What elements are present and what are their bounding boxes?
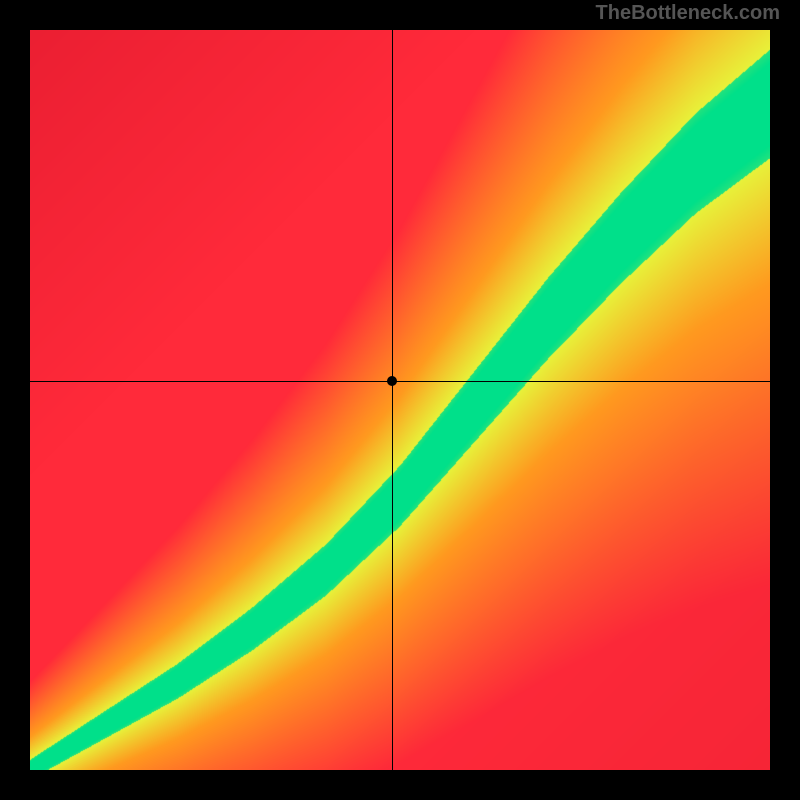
- plot-area: [30, 30, 770, 770]
- crosshair-horizontal: [30, 381, 770, 382]
- heatmap-canvas: [30, 30, 770, 770]
- crosshair-vertical: [392, 30, 393, 770]
- chart-container: { "watermark": { "text": "TheBottleneck.…: [0, 0, 800, 800]
- crosshair-marker: [387, 376, 397, 386]
- watermark-text: TheBottleneck.com: [596, 2, 780, 25]
